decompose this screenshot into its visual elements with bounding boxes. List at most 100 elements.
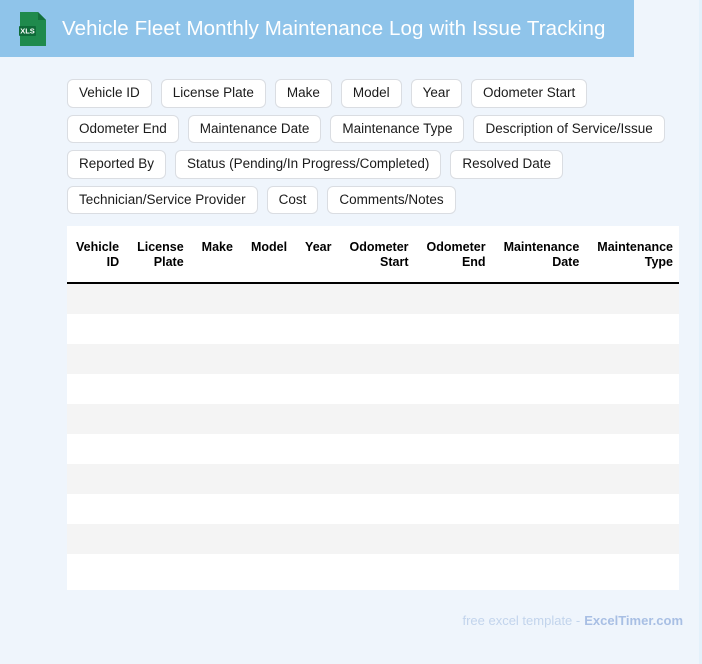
table-cell[interactable] [241,523,297,554]
table-cell[interactable] [417,433,495,464]
table-cell[interactable] [340,553,418,584]
column-header-odometer-end[interactable]: Odometer End [417,226,495,284]
table-cell[interactable] [340,373,418,404]
field-chip-maintenance-type[interactable]: Maintenance Type [330,114,465,144]
table-cell[interactable] [588,282,679,314]
table-cell[interactable] [128,493,193,524]
table-cell[interactable] [494,403,589,434]
table-row[interactable] [67,493,679,524]
table-cell[interactable] [296,282,341,314]
table-cell[interactable] [67,523,129,554]
column-header-odometer-start[interactable]: Odometer Start [340,226,418,284]
table-cell[interactable] [296,553,341,584]
field-chip-make[interactable]: Make [274,79,332,108]
table-cell[interactable] [494,433,589,464]
table-cell[interactable] [588,373,679,404]
table-cell[interactable] [241,313,297,344]
table-cell[interactable] [128,282,193,314]
table-cell[interactable] [128,433,193,464]
column-header-vehicle-id[interactable]: Vehicle ID [67,226,129,284]
table-row[interactable] [67,463,679,494]
table-cell[interactable] [296,523,341,554]
column-header-year[interactable]: Year [296,226,341,284]
table-cell[interactable] [128,343,193,374]
table-cell[interactable] [192,433,242,464]
table-cell[interactable] [192,313,242,344]
table-cell[interactable] [417,523,495,554]
table-cell[interactable] [128,373,193,404]
table-row[interactable] [67,433,679,464]
table-cell[interactable] [340,523,418,554]
table-cell[interactable] [241,403,297,434]
field-chip-reported-by[interactable]: Reported By [67,150,167,179]
table-cell[interactable] [340,403,418,434]
table-cell[interactable] [417,373,495,404]
table-cell[interactable] [67,373,129,404]
table-cell[interactable] [192,493,242,524]
table-cell[interactable] [67,282,129,314]
table-cell[interactable] [296,313,341,344]
field-chip-resolved-date[interactable]: Resolved Date [450,150,563,179]
table-cell[interactable] [241,463,297,494]
table-cell[interactable] [340,493,418,524]
table-cell[interactable] [241,343,297,374]
table-cell[interactable] [192,282,242,314]
field-chip-status[interactable]: Status (Pending/In Progress/Completed) [175,150,442,179]
table-row[interactable] [67,313,679,344]
table-row[interactable] [67,553,679,584]
table-cell[interactable] [296,493,341,524]
table-cell[interactable] [128,523,193,554]
field-chip-vehicle-id[interactable]: Vehicle ID [67,79,152,108]
column-header-maintenance-type[interactable]: Maintenance Type [588,226,679,284]
table-cell[interactable] [67,403,129,434]
field-chip-description-of-service-issue[interactable]: Description of Service/Issue [473,114,665,144]
table-cell[interactable] [67,313,129,344]
table-cell[interactable] [67,343,129,374]
table-cell[interactable] [417,493,495,524]
table-row[interactable] [67,403,679,434]
table-cell[interactable] [241,282,297,314]
table-cell[interactable] [192,553,242,584]
table-cell[interactable] [494,523,589,554]
table-cell[interactable] [417,463,495,494]
table-cell[interactable] [340,433,418,464]
table-cell[interactable] [494,282,589,314]
table-cell[interactable] [494,313,589,344]
table-cell[interactable] [494,373,589,404]
table-cell[interactable] [241,493,297,524]
table-cell[interactable] [128,463,193,494]
field-chip-year[interactable]: Year [410,79,462,108]
table-row[interactable] [67,343,679,374]
table-cell[interactable] [588,433,679,464]
table-cell[interactable] [296,373,341,404]
table-cell[interactable] [241,433,297,464]
table-cell[interactable] [494,553,589,584]
table-cell[interactable] [588,343,679,374]
table-cell[interactable] [241,553,297,584]
table-cell[interactable] [340,463,418,494]
table-cell[interactable] [588,523,679,554]
table-cell[interactable] [588,493,679,524]
table-cell[interactable] [296,433,341,464]
field-chip-model[interactable]: Model [340,79,402,108]
table-cell[interactable] [417,313,495,344]
field-chip-odometer-end[interactable]: Odometer End [67,114,179,144]
table-cell[interactable] [128,553,193,584]
table-row[interactable] [67,523,679,554]
table-row[interactable] [67,282,679,314]
table-cell[interactable] [494,343,589,374]
table-cell[interactable] [67,553,129,584]
column-header-maintenance-date[interactable]: Maintenance Date [494,226,589,284]
table-cell[interactable] [241,373,297,404]
column-header-license-plate[interactable]: License Plate [128,226,193,284]
table-cell[interactable] [340,282,418,314]
field-chip-maintenance-date[interactable]: Maintenance Date [187,114,322,144]
table-cell[interactable] [340,343,418,374]
table-row[interactable] [67,373,679,404]
table-cell[interactable] [588,553,679,584]
table-cell[interactable] [296,463,341,494]
table-cell[interactable] [417,553,495,584]
field-chip-odometer-start[interactable]: Odometer Start [470,79,588,108]
table-cell[interactable] [494,463,589,494]
field-chip-comments-notes[interactable]: Comments/Notes [327,185,456,215]
